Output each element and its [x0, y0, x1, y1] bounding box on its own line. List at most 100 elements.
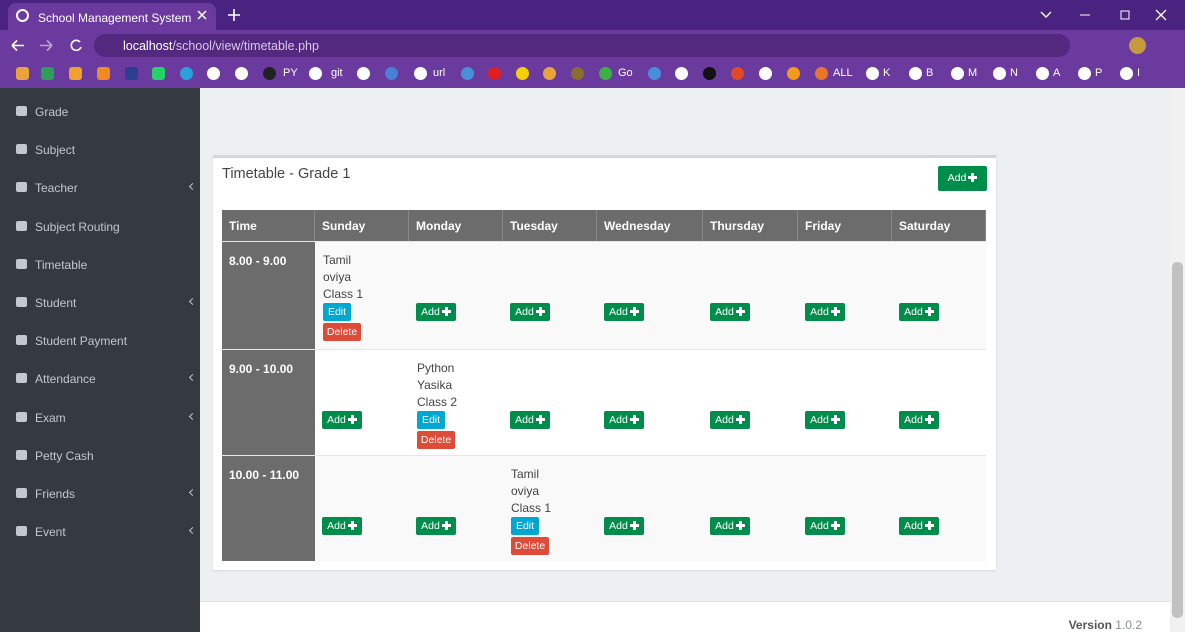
bookmark-label[interactable]: P	[1095, 67, 1103, 79]
add-button[interactable]: Add	[322, 517, 362, 535]
bookmark-icon[interactable]	[41, 67, 54, 80]
menu-item[interactable]: Event	[35, 525, 66, 540]
add-button[interactable]: Add	[899, 303, 939, 321]
timetable-cell	[703, 455, 798, 561]
bookmark-icon[interactable]	[1036, 67, 1049, 80]
add-button[interactable]: Add	[805, 411, 845, 429]
button-label: Add	[904, 520, 923, 532]
close-tab[interactable]	[196, 9, 208, 21]
add-button[interactable]: Add	[416, 517, 456, 535]
add-button[interactable]: Add	[604, 411, 644, 429]
bookmark-icon[interactable]	[180, 67, 193, 80]
bookmark-icon[interactable]	[207, 67, 220, 80]
menu-item[interactable]: Friends	[35, 487, 76, 501]
bookmark-icon[interactable]	[703, 67, 716, 80]
bookmark-icon[interactable]	[731, 67, 744, 80]
bookmark-icon[interactable]	[516, 67, 529, 80]
bookmark-icon[interactable]	[599, 67, 612, 80]
add-button[interactable]: Add	[322, 411, 362, 429]
bookmark-icon[interactable]	[866, 67, 879, 80]
bookmark-icon[interactable]	[1120, 67, 1133, 80]
new-tab[interactable]	[227, 8, 241, 22]
nav-buttons[interactable]	[10, 38, 85, 53]
menu-item[interactable]: Subject Routing	[35, 219, 120, 234]
bookmark-icon[interactable]	[263, 67, 276, 80]
bookmark-icon[interactable]	[648, 67, 661, 80]
scroll-thumb[interactable]	[1172, 262, 1183, 618]
bookmark-icon[interactable]	[488, 67, 501, 80]
add-button[interactable]: Add	[510, 411, 550, 429]
add-button[interactable]: Add	[805, 303, 845, 321]
menu-item[interactable]: Student	[35, 296, 77, 310]
edit-button[interactable]: Edit	[511, 517, 539, 535]
timetable-cell	[798, 349, 892, 455]
bookmark-icon[interactable]	[909, 67, 922, 80]
timetable-cell	[315, 349, 409, 455]
del-button[interactable]: Delete	[323, 323, 361, 341]
add-button[interactable]: Add	[710, 303, 750, 321]
bookmark-icon[interactable]	[675, 67, 688, 80]
bookmark-icon[interactable]	[993, 67, 1006, 80]
bookmark-icon[interactable]	[414, 67, 427, 80]
bookmark-label[interactable]: I	[1137, 67, 1141, 79]
menu-item[interactable]: Student Payment	[35, 334, 128, 349]
add-button[interactable]: Add	[510, 303, 550, 321]
menu-item[interactable]: Petty Cash	[35, 448, 94, 463]
bookmark-label[interactable]: ALL	[833, 67, 853, 79]
bookmark-icon[interactable]	[97, 67, 110, 80]
edit-button[interactable]: Edit	[417, 411, 445, 429]
bookmark-icon[interactable]	[461, 67, 474, 80]
button-label: Add	[421, 520, 440, 532]
bookmark-icon[interactable]	[16, 67, 29, 80]
bookmark-icon[interactable]	[951, 67, 964, 80]
bookmark-icon[interactable]	[759, 67, 772, 80]
bookmark-label[interactable]: B	[926, 67, 934, 79]
bookmark-label[interactable]: K	[883, 67, 891, 79]
add-button[interactable]: Add	[805, 517, 845, 535]
card-title: Timetable - Grade 1	[222, 166, 351, 182]
edit-button[interactable]: Edit	[323, 303, 351, 321]
profile[interactable]	[1129, 37, 1146, 54]
add-button[interactable]: Add	[710, 517, 750, 535]
menu-item[interactable]: Teacher	[35, 181, 78, 196]
add-button[interactable]: Add	[899, 517, 939, 535]
bookmark-icon[interactable]	[235, 67, 248, 80]
bookmark-icon[interactable]	[543, 67, 556, 80]
bookmark-label[interactable]: A	[1053, 67, 1061, 79]
address-bar[interactable]: localhost/school/view/timetable.php	[94, 34, 1070, 57]
add-button[interactable]: Add	[416, 303, 456, 321]
window-controls[interactable]	[1040, 8, 1180, 22]
bookmark-icon[interactable]	[309, 67, 322, 80]
bookmark-label[interactable]: git	[331, 67, 343, 79]
bookmark-label[interactable]: url	[433, 67, 446, 79]
del-button[interactable]: Delete	[417, 431, 455, 449]
menu-item[interactable]: Subject	[35, 143, 76, 158]
add-button[interactable]: Add	[899, 411, 939, 429]
bookmark-label[interactable]: PY	[283, 67, 298, 79]
bookmark-icon[interactable]	[571, 67, 584, 80]
bookmark-icon[interactable]	[787, 67, 800, 80]
add-button[interactable]: Add	[604, 517, 644, 535]
add-button[interactable]: Add	[938, 166, 987, 191]
tab[interactable]: School Management System	[8, 3, 216, 30]
del-button[interactable]: Delete	[511, 537, 549, 555]
menu-item[interactable]: Grade	[35, 105, 69, 119]
menu-item[interactable]: Attendance	[35, 372, 96, 387]
bookmark-icon[interactable]	[125, 67, 138, 80]
bookmark-label[interactable]: Go	[618, 67, 633, 79]
bookmark-icon[interactable]	[69, 67, 82, 80]
bookmark-icon[interactable]	[1078, 67, 1091, 80]
bookmark-label[interactable]: M	[968, 67, 978, 79]
button-label: Add	[715, 306, 734, 318]
add-button[interactable]: Add	[604, 303, 644, 321]
menu-item[interactable]: Timetable	[35, 257, 88, 272]
menu-item[interactable]: Exam	[35, 410, 66, 425]
bookmark-icon[interactable]	[152, 67, 165, 80]
add-button[interactable]: Add	[710, 411, 750, 429]
bookmark-icon[interactable]	[815, 67, 828, 80]
timetable-cell	[597, 349, 703, 455]
button-label: Add	[810, 306, 829, 318]
bookmark-icon[interactable]	[385, 67, 398, 80]
bookmark-icon[interactable]	[357, 67, 370, 80]
bookmark-label[interactable]: N	[1010, 67, 1018, 79]
